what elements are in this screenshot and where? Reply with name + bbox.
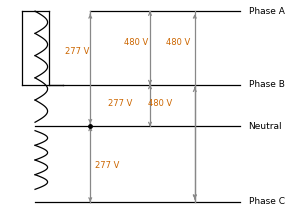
Text: 480 V: 480 V — [166, 38, 190, 47]
Text: 277 V: 277 V — [94, 161, 119, 170]
Text: 480 V: 480 V — [148, 99, 172, 108]
Text: Phase C: Phase C — [248, 197, 284, 206]
Text: 480 V: 480 V — [124, 38, 149, 47]
Text: Phase A: Phase A — [248, 7, 284, 16]
Text: Neutral: Neutral — [248, 122, 282, 131]
Text: 277 V: 277 V — [108, 99, 132, 108]
Text: Phase B: Phase B — [248, 80, 284, 89]
Text: 277 V: 277 V — [65, 46, 89, 55]
